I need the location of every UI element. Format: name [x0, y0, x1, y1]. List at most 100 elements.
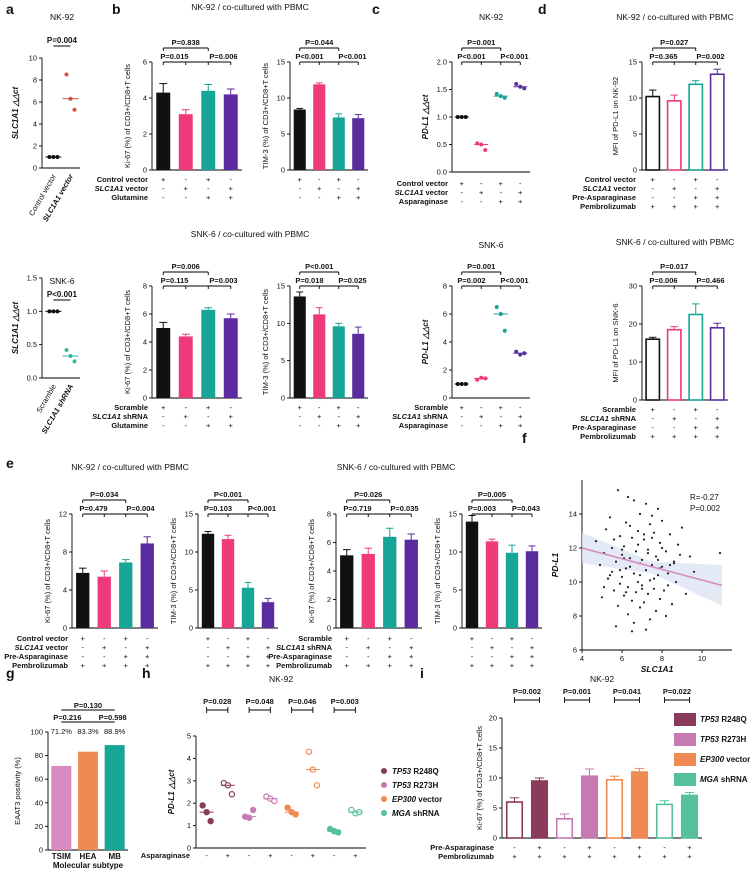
f-point	[656, 574, 660, 577]
f-point	[656, 507, 660, 510]
d-top-p-right: P=0.002	[696, 52, 724, 61]
i-pvalue: P=0.002	[513, 687, 541, 696]
b-ki67-top-ytick-label: 6	[143, 58, 147, 67]
i-ytick-label: 0	[493, 834, 497, 843]
f-point	[628, 524, 632, 528]
b-ki67-top-ytick-label: 4	[143, 94, 147, 103]
e-l-row-label: Control vector	[17, 634, 68, 643]
b-top-row-label: Control vector	[97, 175, 148, 184]
b-top-sign2: -	[318, 175, 321, 184]
e-r-sign2: +	[470, 661, 475, 670]
e-l-sign2: -	[207, 643, 210, 652]
b-ki67-bot-ytick-label: 8	[143, 282, 147, 291]
panel-label-f: f	[522, 430, 527, 446]
i-legend-label: TP53 R248Q	[700, 715, 747, 724]
b-top-sign2: +	[337, 193, 342, 202]
f-point	[618, 582, 622, 585]
i-pvalue: P=0.001	[563, 687, 591, 696]
i-bar	[630, 771, 649, 839]
f-point	[668, 563, 672, 567]
f-point	[662, 589, 666, 592]
d-bot-ytick-label: 0	[633, 396, 637, 405]
d-top-sign: -	[673, 193, 676, 202]
e-ki67-r-ytick-label: 0	[327, 624, 331, 633]
h-title: NK-92	[269, 674, 293, 684]
g-p-left: P=0.216	[53, 713, 81, 722]
c-bot-title: SNK-6	[478, 240, 503, 250]
b-tim3-top-ytick-label: 5	[281, 130, 285, 139]
i-pvalue: P=0.022	[663, 687, 691, 696]
e-r-sign: -	[389, 643, 392, 652]
f-point	[610, 570, 614, 573]
b-tim3-bot-ytick-label: 5	[281, 356, 285, 365]
c-top-row-label: Control vector	[397, 179, 448, 188]
e-r-row-label: SLC1A1 shRNA	[276, 643, 332, 652]
h-sign: -	[333, 851, 336, 860]
i-legend-label: EP300 vector	[700, 755, 750, 764]
e-r-sign: +	[409, 661, 414, 670]
e-r-sign2: -	[531, 634, 534, 643]
b-tim3-bot-bar	[313, 314, 326, 398]
b-bot-title: SNK-6 / co-cultured with PBMC	[191, 229, 310, 239]
d-top-sign: +	[651, 202, 656, 211]
b-bot-sign2: +	[317, 412, 322, 421]
e-l-sign2: +	[246, 652, 251, 661]
c-bot-ytick-label: 8	[443, 282, 447, 291]
c-bot-sign: -	[461, 412, 464, 421]
h-sign: +	[226, 851, 231, 860]
d-bot-sign: +	[715, 414, 720, 423]
e-tim3-l-ytick-label: 5	[189, 586, 193, 595]
d-bot-title: SNK-6 / co-cultured with PBMC	[616, 237, 735, 247]
h-legend-marker	[381, 768, 387, 774]
h-ytick-label: 5	[187, 732, 191, 741]
e-ki67-l-p-right: P=0.004	[126, 504, 155, 513]
g-p-right: P=0.598	[99, 713, 127, 722]
f-point	[674, 580, 678, 584]
f-point	[654, 555, 658, 558]
e-r-sign: -	[367, 652, 370, 661]
c-bot-ytick-label: 4	[443, 338, 447, 347]
b-bot-sign: -	[162, 412, 165, 421]
f-point	[672, 560, 676, 563]
e-l-sign2: +	[206, 634, 211, 643]
b-tim3-top-bar	[352, 118, 365, 170]
b-bot-sign2: -	[357, 403, 360, 412]
e-r-sign2: +	[490, 661, 495, 670]
f-point	[684, 592, 688, 596]
b-tim3-bot-ylabel: TIM-3 (%) of CD3+/CD8+T cells	[261, 289, 270, 395]
g-bar	[78, 751, 98, 850]
i-bar	[655, 803, 674, 839]
e-r-sign: +	[388, 661, 393, 670]
b-bot-sign: -	[207, 412, 210, 421]
f-xtick-label: 4	[580, 654, 584, 663]
e-tim3-l-bar	[241, 587, 255, 628]
i-ytick-label: 20	[489, 714, 497, 723]
c-top-sign: -	[480, 197, 483, 206]
d-bot-sign: +	[651, 405, 656, 414]
f-point	[610, 546, 614, 550]
d-top-sign: +	[672, 202, 677, 211]
f-xlabel: SLC1A1	[641, 664, 674, 674]
a-bot-title: SNK-6	[49, 276, 74, 286]
f-p-label: P=0.002	[690, 504, 721, 513]
a-top-point	[64, 72, 69, 77]
e-r-sign2: +	[510, 661, 515, 670]
c-top-title: NK-92	[479, 12, 503, 22]
e-tim3-r-bar	[465, 521, 479, 628]
d-top-p-top: P=0.027	[660, 38, 688, 47]
f-point	[646, 552, 650, 555]
a-bot-point	[64, 348, 69, 352]
e-tim3-r-p-right: P=0.043	[512, 504, 540, 513]
b-bot-sign2: +	[337, 403, 342, 412]
e-r-sign: +	[345, 634, 350, 643]
b-ki67-top-bar	[223, 94, 238, 170]
e-left-title: NK-92 / co-cultured with PBMC	[71, 462, 189, 472]
f-point	[670, 603, 674, 606]
b-ki67-bot-ytick-label: 4	[143, 338, 147, 347]
b-tim3-bot-p-right: P=0.025	[338, 276, 366, 285]
e-l-sign: -	[146, 634, 149, 643]
e-r-sign2: -	[471, 643, 474, 652]
c-top-sign: -	[461, 188, 464, 197]
b-bot-sign: -	[185, 421, 188, 430]
b-tim3-bot-p-top: P<0.001	[305, 262, 333, 271]
